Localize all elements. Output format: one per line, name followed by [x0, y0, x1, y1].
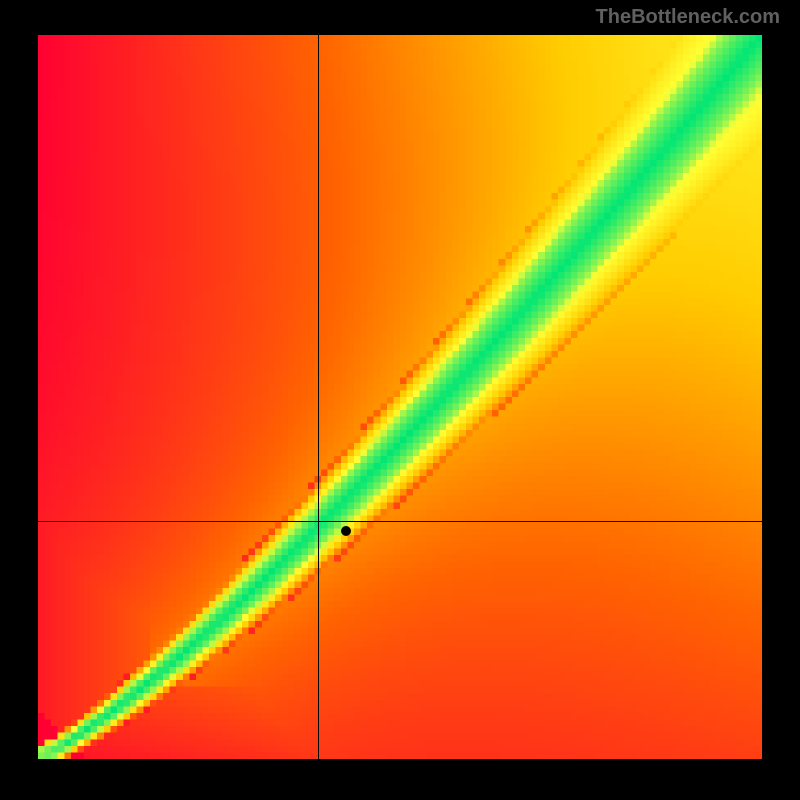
crosshair-horizontal: [38, 521, 762, 522]
heatmap-plot: [38, 35, 762, 759]
crosshair-vertical: [318, 35, 319, 759]
data-point-marker: [341, 526, 351, 536]
watermark-text: TheBottleneck.com: [596, 6, 780, 29]
heatmap-canvas: [38, 35, 762, 759]
